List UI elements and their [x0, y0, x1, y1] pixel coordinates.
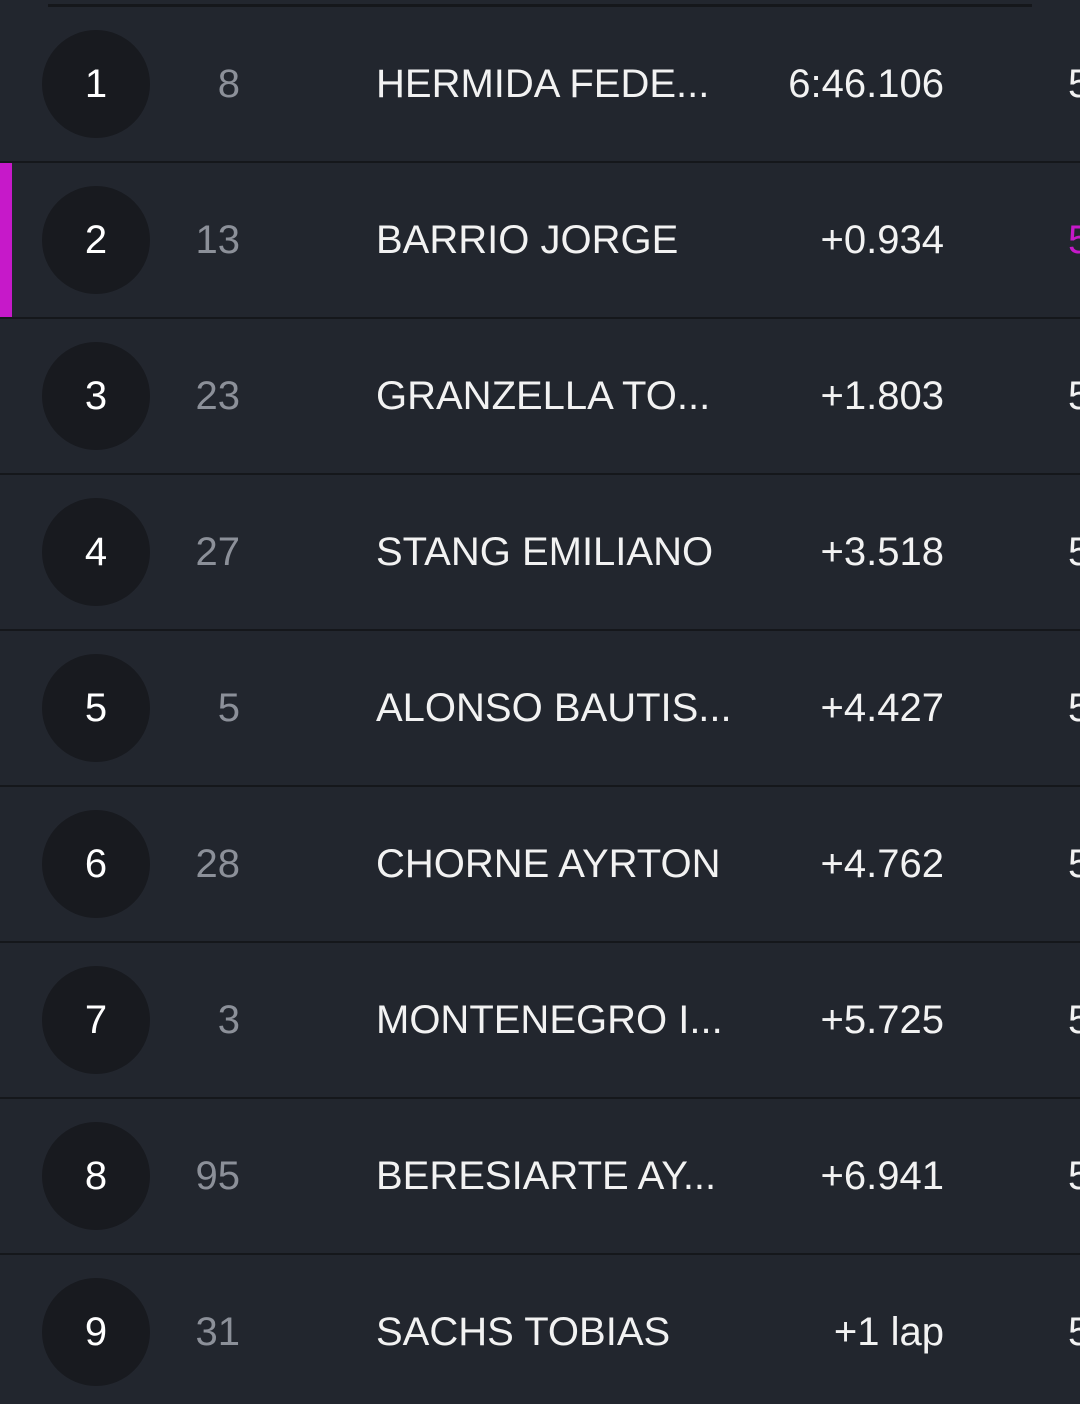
position-badge: 9	[42, 1278, 150, 1386]
position-badge: 2	[42, 186, 150, 294]
standings-row[interactable]: 3 23 GRANZELLA TO... +1.803 5	[0, 319, 1080, 475]
car-number: 95	[195, 1154, 241, 1198]
car-number: 5	[217, 686, 240, 730]
standings-row[interactable]: 1 8 HERMIDA FEDE... 6:46.106 5	[0, 7, 1080, 163]
laps-count: 5	[1068, 530, 1080, 574]
laps-count: 5	[1068, 218, 1080, 262]
gap-time: +1.803	[820, 374, 944, 418]
laps-count: 5	[1068, 686, 1080, 730]
laps-count: 5	[1068, 1310, 1080, 1354]
gap-time: +6.941	[820, 1154, 944, 1198]
gap-time: +4.762	[820, 842, 944, 886]
driver-name: STANG EMILIANO	[376, 530, 714, 574]
position-badge: 6	[42, 810, 150, 918]
position-badge: 5	[42, 654, 150, 762]
driver-name: ALONSO BAUTIS...	[376, 686, 732, 730]
position-badge: 1	[42, 30, 150, 138]
laps-count: 5	[1068, 62, 1080, 106]
standings-row[interactable]: 4 27 STANG EMILIANO +3.518 5	[0, 475, 1080, 631]
laps-count: 5	[1068, 842, 1080, 886]
car-number: 3	[217, 998, 240, 1042]
gap-time: +3.518	[820, 530, 944, 574]
gap-time: +5.725	[820, 998, 944, 1042]
laps-count: 5	[1068, 374, 1080, 418]
driver-name: BERESIARTE AY...	[376, 1154, 717, 1198]
gap-time: 6:46.106	[788, 62, 944, 106]
gap-time: +1 lap	[833, 1310, 944, 1354]
laps-count: 5	[1068, 1154, 1080, 1198]
laps-count: 5	[1068, 998, 1080, 1042]
standings-row[interactable]: 8 95 BERESIARTE AY... +6.941 5	[0, 1099, 1080, 1255]
car-number: 27	[195, 530, 241, 574]
car-number: 8	[217, 62, 240, 106]
top-divider	[48, 4, 1032, 7]
gap-time: +0.934	[820, 218, 944, 262]
position-badge: 7	[42, 966, 150, 1074]
driver-name: GRANZELLA TO...	[376, 374, 711, 418]
gap-time: +4.427	[820, 686, 944, 730]
standings-row[interactable]: 6 28 CHORNE AYRTON +4.762 5	[0, 787, 1080, 943]
position-badge: 8	[42, 1122, 150, 1230]
standings-row[interactable]: 7 3 MONTENEGRO I... +5.725 5	[0, 943, 1080, 1099]
standings-row[interactable]: 5 5 ALONSO BAUTIS... +4.427 5	[0, 631, 1080, 787]
standings-row[interactable]: 9 31 SACHS TOBIAS +1 lap 5	[0, 1255, 1080, 1404]
highlight-accent-bar	[0, 163, 12, 317]
car-number: 13	[195, 218, 241, 262]
driver-name: BARRIO JORGE	[376, 218, 679, 262]
driver-name: CHORNE AYRTON	[376, 842, 721, 886]
car-number: 28	[195, 842, 241, 886]
driver-name: SACHS TOBIAS	[376, 1310, 671, 1354]
driver-name: MONTENEGRO I...	[376, 998, 723, 1042]
position-badge: 3	[42, 342, 150, 450]
car-number: 31	[195, 1310, 241, 1354]
car-number: 23	[195, 374, 241, 418]
standings-list[interactable]: 1 8 HERMIDA FEDE... 6:46.106 5 2 13 BARR…	[0, 7, 1080, 1404]
position-badge: 4	[42, 498, 150, 606]
driver-name: HERMIDA FEDE...	[376, 62, 710, 106]
standings-row[interactable]: 2 13 BARRIO JORGE +0.934 5	[0, 163, 1080, 319]
